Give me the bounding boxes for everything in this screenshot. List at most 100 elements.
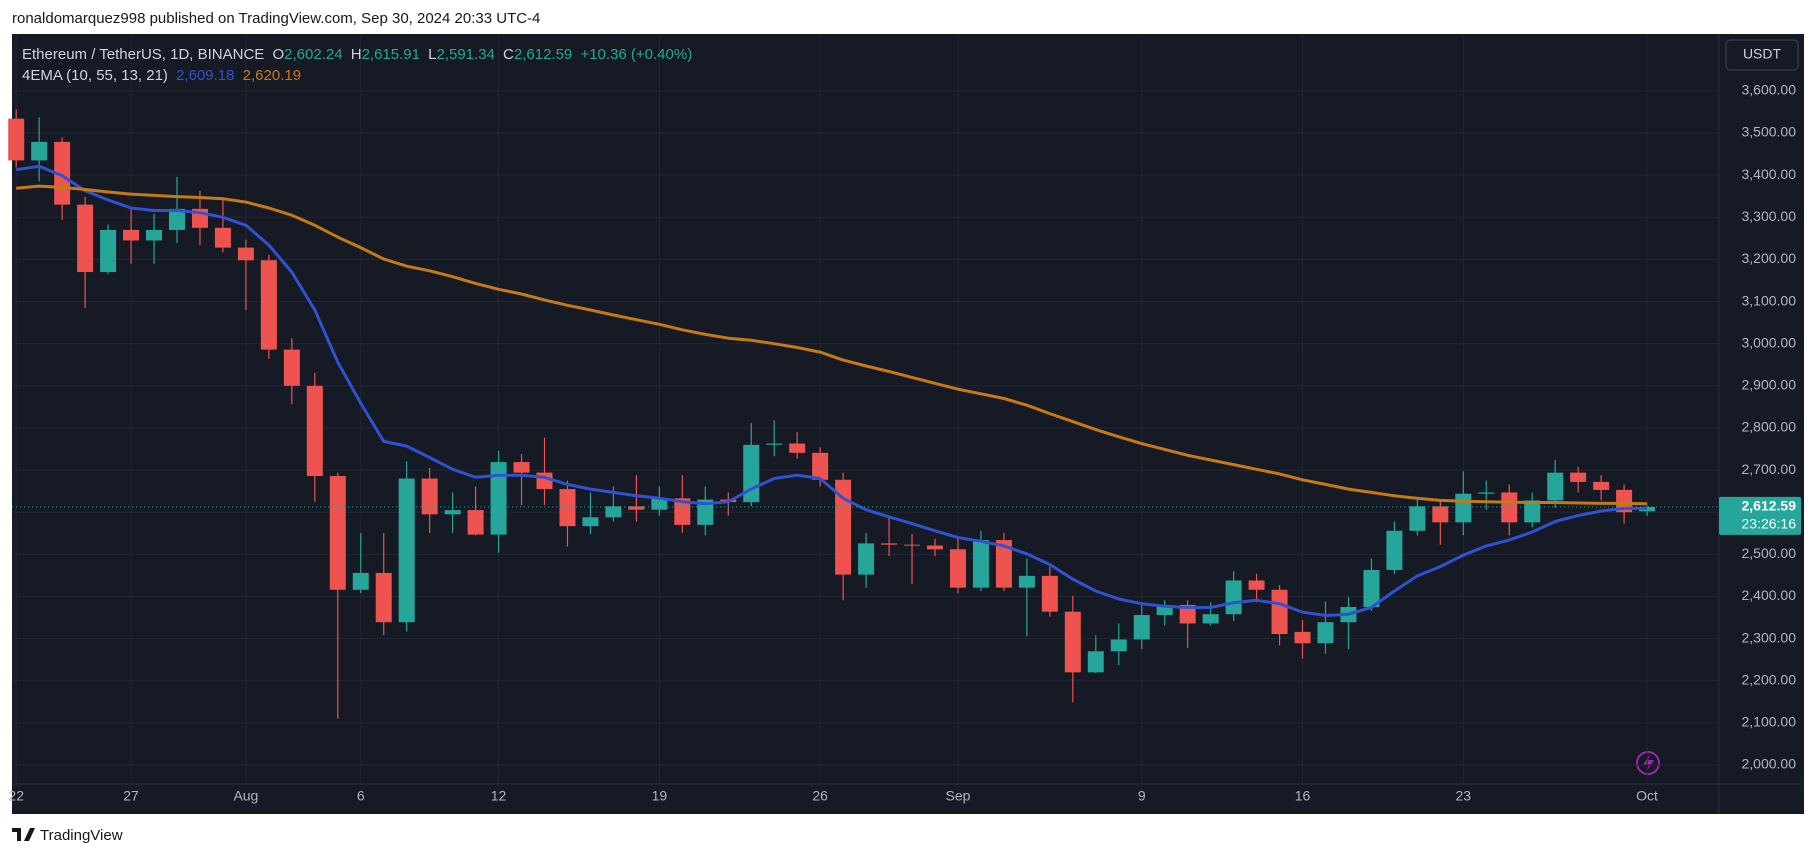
candle-body xyxy=(352,572,369,590)
x-tick-label: 27 xyxy=(123,788,139,804)
candle-body xyxy=(1570,472,1587,482)
candle-body xyxy=(1179,604,1196,624)
ema-value: 2,620.19 xyxy=(242,67,302,84)
legend: Ethereum / TetherUS, 1D, BINANCE O2,602.… xyxy=(22,44,700,86)
candle-body xyxy=(283,349,300,386)
candle-body xyxy=(1041,575,1058,612)
candle-body xyxy=(77,204,94,273)
candle-body xyxy=(123,229,140,241)
candle-body xyxy=(146,229,163,241)
y-tick-label: 2,500.00 xyxy=(1742,545,1797,561)
x-tick-label: 26 xyxy=(812,788,828,804)
footer-brand: TradingView xyxy=(40,827,123,844)
y-tick-label: 2,000.00 xyxy=(1742,756,1797,772)
candle-body xyxy=(605,506,622,518)
y-tick-label: 2,300.00 xyxy=(1742,629,1797,645)
candle-body xyxy=(1455,493,1472,523)
candle-body xyxy=(881,543,898,545)
x-tick-label: Oct xyxy=(1636,788,1658,804)
y-tick-label: 2,200.00 xyxy=(1742,671,1797,687)
candle-body xyxy=(490,462,507,535)
candle-body xyxy=(1133,615,1150,640)
candle-body xyxy=(1248,580,1265,590)
candle-body xyxy=(1432,506,1449,523)
y-tick-label: 3,400.00 xyxy=(1742,166,1797,182)
logo-mark xyxy=(12,828,35,841)
candle-body xyxy=(1409,506,1426,531)
candle-body xyxy=(1087,651,1104,673)
candle-body xyxy=(306,385,323,476)
candle-body xyxy=(697,499,714,525)
candle-body xyxy=(214,227,231,248)
candle-body xyxy=(1225,580,1242,615)
footer-logo: TradingView xyxy=(12,827,123,844)
candle-body xyxy=(1202,614,1219,624)
candle-body xyxy=(421,478,438,515)
ema-line xyxy=(15,164,1648,617)
x-tick-label: Sep xyxy=(946,788,971,804)
candle-body xyxy=(972,540,989,588)
legend-row: Ethereum / TetherUS, 1D, BINANCE O2,602.… xyxy=(22,44,700,65)
candle-body xyxy=(1386,530,1403,570)
y-tick-label: 2,100.00 xyxy=(1742,714,1797,730)
change: +10.36 (+0.40%) xyxy=(580,46,693,63)
indicator: 4EMA (10, 55, 13, 21) xyxy=(22,67,168,84)
candle-body xyxy=(398,478,415,623)
symbol: Ethereum / TetherUS, 1D, BINANCE xyxy=(22,46,265,63)
x-tick-label: 16 xyxy=(1295,788,1311,804)
candle-body xyxy=(674,498,691,525)
candle-body xyxy=(168,208,185,230)
candle-body xyxy=(8,118,25,161)
candle-body xyxy=(1363,569,1380,608)
candle-body xyxy=(927,545,943,550)
candles xyxy=(8,109,1656,719)
candle-body xyxy=(1271,589,1288,634)
candle-body xyxy=(513,462,530,473)
currency-button[interactable] xyxy=(1725,39,1799,71)
candle-body xyxy=(1110,639,1127,652)
candle-body xyxy=(904,544,921,546)
candle-body xyxy=(1064,611,1081,673)
icon-bolt xyxy=(1643,754,1654,772)
y-tick-label: 2,700.00 xyxy=(1742,461,1797,477)
candle-body xyxy=(260,260,277,350)
x-tick-label: 23 xyxy=(1456,788,1472,804)
price-tag-value: 2,612.59 xyxy=(1742,498,1797,514)
y-tick-label: 2,400.00 xyxy=(1742,587,1797,603)
replay-icon[interactable] xyxy=(1636,751,1660,775)
x-tick-label: 19 xyxy=(652,788,668,804)
ohlc: O2,602.24 H2,615.91 L2,591.34 C2,612.59 … xyxy=(273,46,697,63)
price-tag-countdown: 23:26:16 xyxy=(1742,516,1797,532)
y-tick-label: 3,200.00 xyxy=(1742,250,1797,266)
candle-body xyxy=(536,472,553,490)
key: L xyxy=(428,46,437,63)
icon-ring xyxy=(1636,751,1660,775)
candle-body xyxy=(467,510,484,535)
y-tick-label: 3,600.00 xyxy=(1742,82,1797,98)
candle-body xyxy=(651,498,668,510)
candle-body xyxy=(1156,604,1173,616)
candle-body xyxy=(835,479,852,575)
y-tick-label: 2,800.00 xyxy=(1742,419,1797,435)
candle-body xyxy=(559,489,576,527)
candle-body xyxy=(375,572,392,623)
value: 2,591.34 xyxy=(436,46,495,63)
value: 2,615.91 xyxy=(361,46,420,63)
candle-body xyxy=(1018,575,1035,588)
y-tick-label: 2,900.00 xyxy=(1742,377,1797,393)
key: O xyxy=(272,46,285,63)
ema-value: 2,609.18 xyxy=(176,67,235,84)
key: C xyxy=(503,46,514,63)
currency-label: USDT xyxy=(1743,46,1782,62)
publisher-line: ronaldomarquez998 published on TradingVi… xyxy=(12,10,540,27)
chart-panel xyxy=(12,34,1804,814)
candle-body xyxy=(1593,481,1610,490)
y-tick-label: 3,300.00 xyxy=(1742,208,1797,224)
candle-body xyxy=(31,141,48,161)
candle-body xyxy=(858,543,875,575)
candle-body xyxy=(582,517,599,527)
candle-body xyxy=(628,506,645,510)
x-tick-label: 22 xyxy=(8,788,24,804)
x-tick-label: 6 xyxy=(357,788,365,804)
